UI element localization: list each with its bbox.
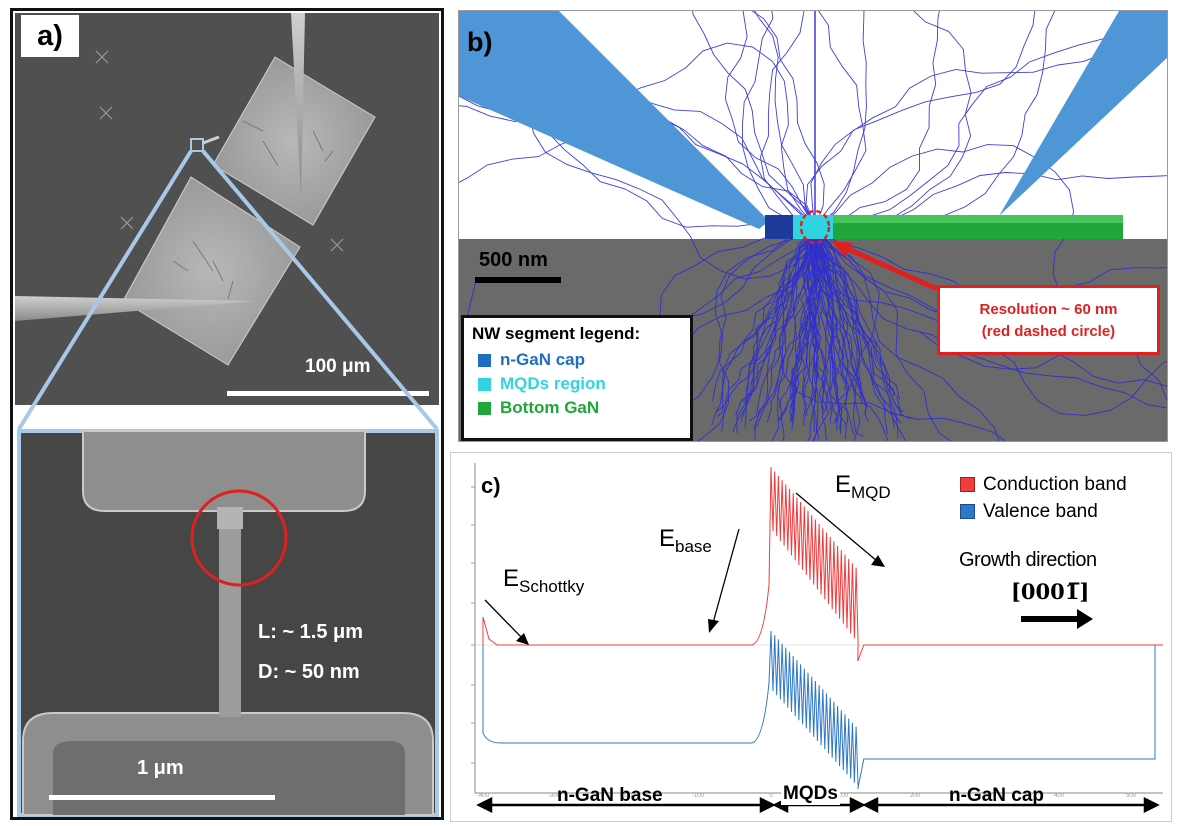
legend-item-valence: Valence band	[960, 498, 1127, 525]
x-tick-label: 0	[769, 793, 773, 799]
panel-c-label: c)	[481, 473, 501, 498]
panel-c: -400 -300 -200 -100 0 100 200 300 400 50…	[450, 452, 1172, 822]
x-tick-label: -400	[477, 793, 490, 799]
legend-swatch	[478, 377, 491, 391]
x-tick-label: 200	[910, 793, 921, 799]
callout-line-1: Resolution ~ 60 nm	[979, 301, 1118, 318]
diameter-annotation: D: ~ 50 nm	[258, 661, 360, 683]
contact-pad-top	[212, 56, 376, 226]
legend-label: Valence band	[983, 500, 1098, 522]
valence-band-curve	[482, 630, 1156, 790]
segment-legend: NW segment legend: n-GaN cap MQDs region…	[461, 315, 693, 441]
e-mqd-sub: MQD	[851, 482, 891, 502]
e-base-main: E	[659, 525, 676, 552]
scale-label-bottom: 1 μm	[137, 757, 184, 779]
panel-a-label: a)	[21, 15, 79, 57]
x-tick-label: 100	[838, 793, 849, 799]
length-annotation: L: ~ 1.5 μm	[258, 621, 364, 643]
legend-item-bottom-gan: Bottom GaN	[472, 396, 690, 420]
nw-segment-ngan-cap	[765, 215, 793, 239]
legend-swatch	[960, 477, 975, 492]
scale-bar-top	[227, 391, 429, 396]
band-legend: Conduction band Valence band	[960, 471, 1127, 525]
legend-title: NW segment legend:	[472, 324, 641, 343]
region-label-ngan-base: n-GaN base	[557, 785, 663, 806]
scale-bar-bottom	[49, 795, 275, 800]
band-diagram: -400 -300 -200 -100 0 100 200 300 400 50…	[471, 463, 1163, 814]
legend-item-ngan-cap: n-GaN cap	[472, 348, 690, 372]
y-axis-ticks	[471, 486, 475, 764]
legend-swatch	[478, 401, 491, 415]
legend-label: n-GaN cap	[500, 350, 586, 369]
legend-swatch	[960, 504, 975, 519]
region-label-ngan-cap: n-GaN cap	[949, 785, 1045, 806]
panel-b-label: b)	[467, 27, 493, 57]
legend-item-mqds: MQDs region	[472, 372, 690, 396]
x-tick-label: 400	[1054, 793, 1065, 799]
panel-a-sem-images	[15, 13, 439, 817]
e-mqd-label: EMQD	[835, 471, 891, 503]
legend-item-conduction: Conduction band	[960, 471, 1127, 498]
legend-label: MQDs region	[500, 374, 606, 393]
panel-b: b) 500 nm Resolution ~ 60 nm (red dashed…	[458, 10, 1168, 442]
scale-bar	[475, 277, 561, 283]
resolution-dashed-circle	[799, 209, 831, 245]
callout-line-2: (red dashed circle)	[981, 323, 1116, 340]
legend-label: Bottom GaN	[500, 398, 600, 417]
growth-direction-label: Growth direction	[959, 549, 1097, 571]
x-tick-label: 300	[982, 793, 993, 799]
scale-label: 500 nm	[479, 249, 548, 271]
panel-a: a) 100 μm L: ~ 1.5 μm D: ~ 50 nm 1 μm	[10, 8, 444, 820]
scale-label-top: 100 μm	[305, 356, 371, 377]
e-schottky-main: E	[503, 565, 520, 592]
legend-label: Conduction band	[983, 473, 1127, 495]
region-span-arrows	[476, 796, 1160, 814]
x-tick-label: -300	[548, 793, 561, 799]
probe-tip-left	[459, 11, 769, 229]
growth-direction-index: [0001̅]	[1011, 579, 1090, 604]
x-axis-tick-labels: -400 -300 -200 -100 0 100 200 300 400 50…	[477, 793, 1137, 799]
region-label-mqds: MQDs	[781, 783, 840, 805]
red-circle-highlight	[190, 489, 288, 587]
legend-swatch	[478, 353, 491, 367]
conduction-band-curve	[482, 466, 1163, 662]
probe-tip-right	[999, 11, 1167, 216]
nanowire	[219, 507, 241, 717]
resolution-callout: Resolution ~ 60 nm (red dashed circle)	[937, 285, 1160, 355]
e-schottky-sub: Schottky	[519, 576, 585, 596]
probe-tip-left	[15, 296, 256, 321]
x-tick-label: -100	[692, 793, 705, 799]
alignment-marks	[95, 50, 344, 252]
x-tick-label: 500	[1126, 793, 1137, 799]
x-tick-label: -200	[620, 793, 633, 799]
probe-tip-top	[291, 13, 305, 197]
e-base-label: Ebase	[659, 525, 712, 557]
e-base-sub: base	[675, 536, 712, 556]
e-mqd-main: E	[835, 471, 852, 498]
e-schottky-label: ESchottky	[503, 565, 584, 597]
